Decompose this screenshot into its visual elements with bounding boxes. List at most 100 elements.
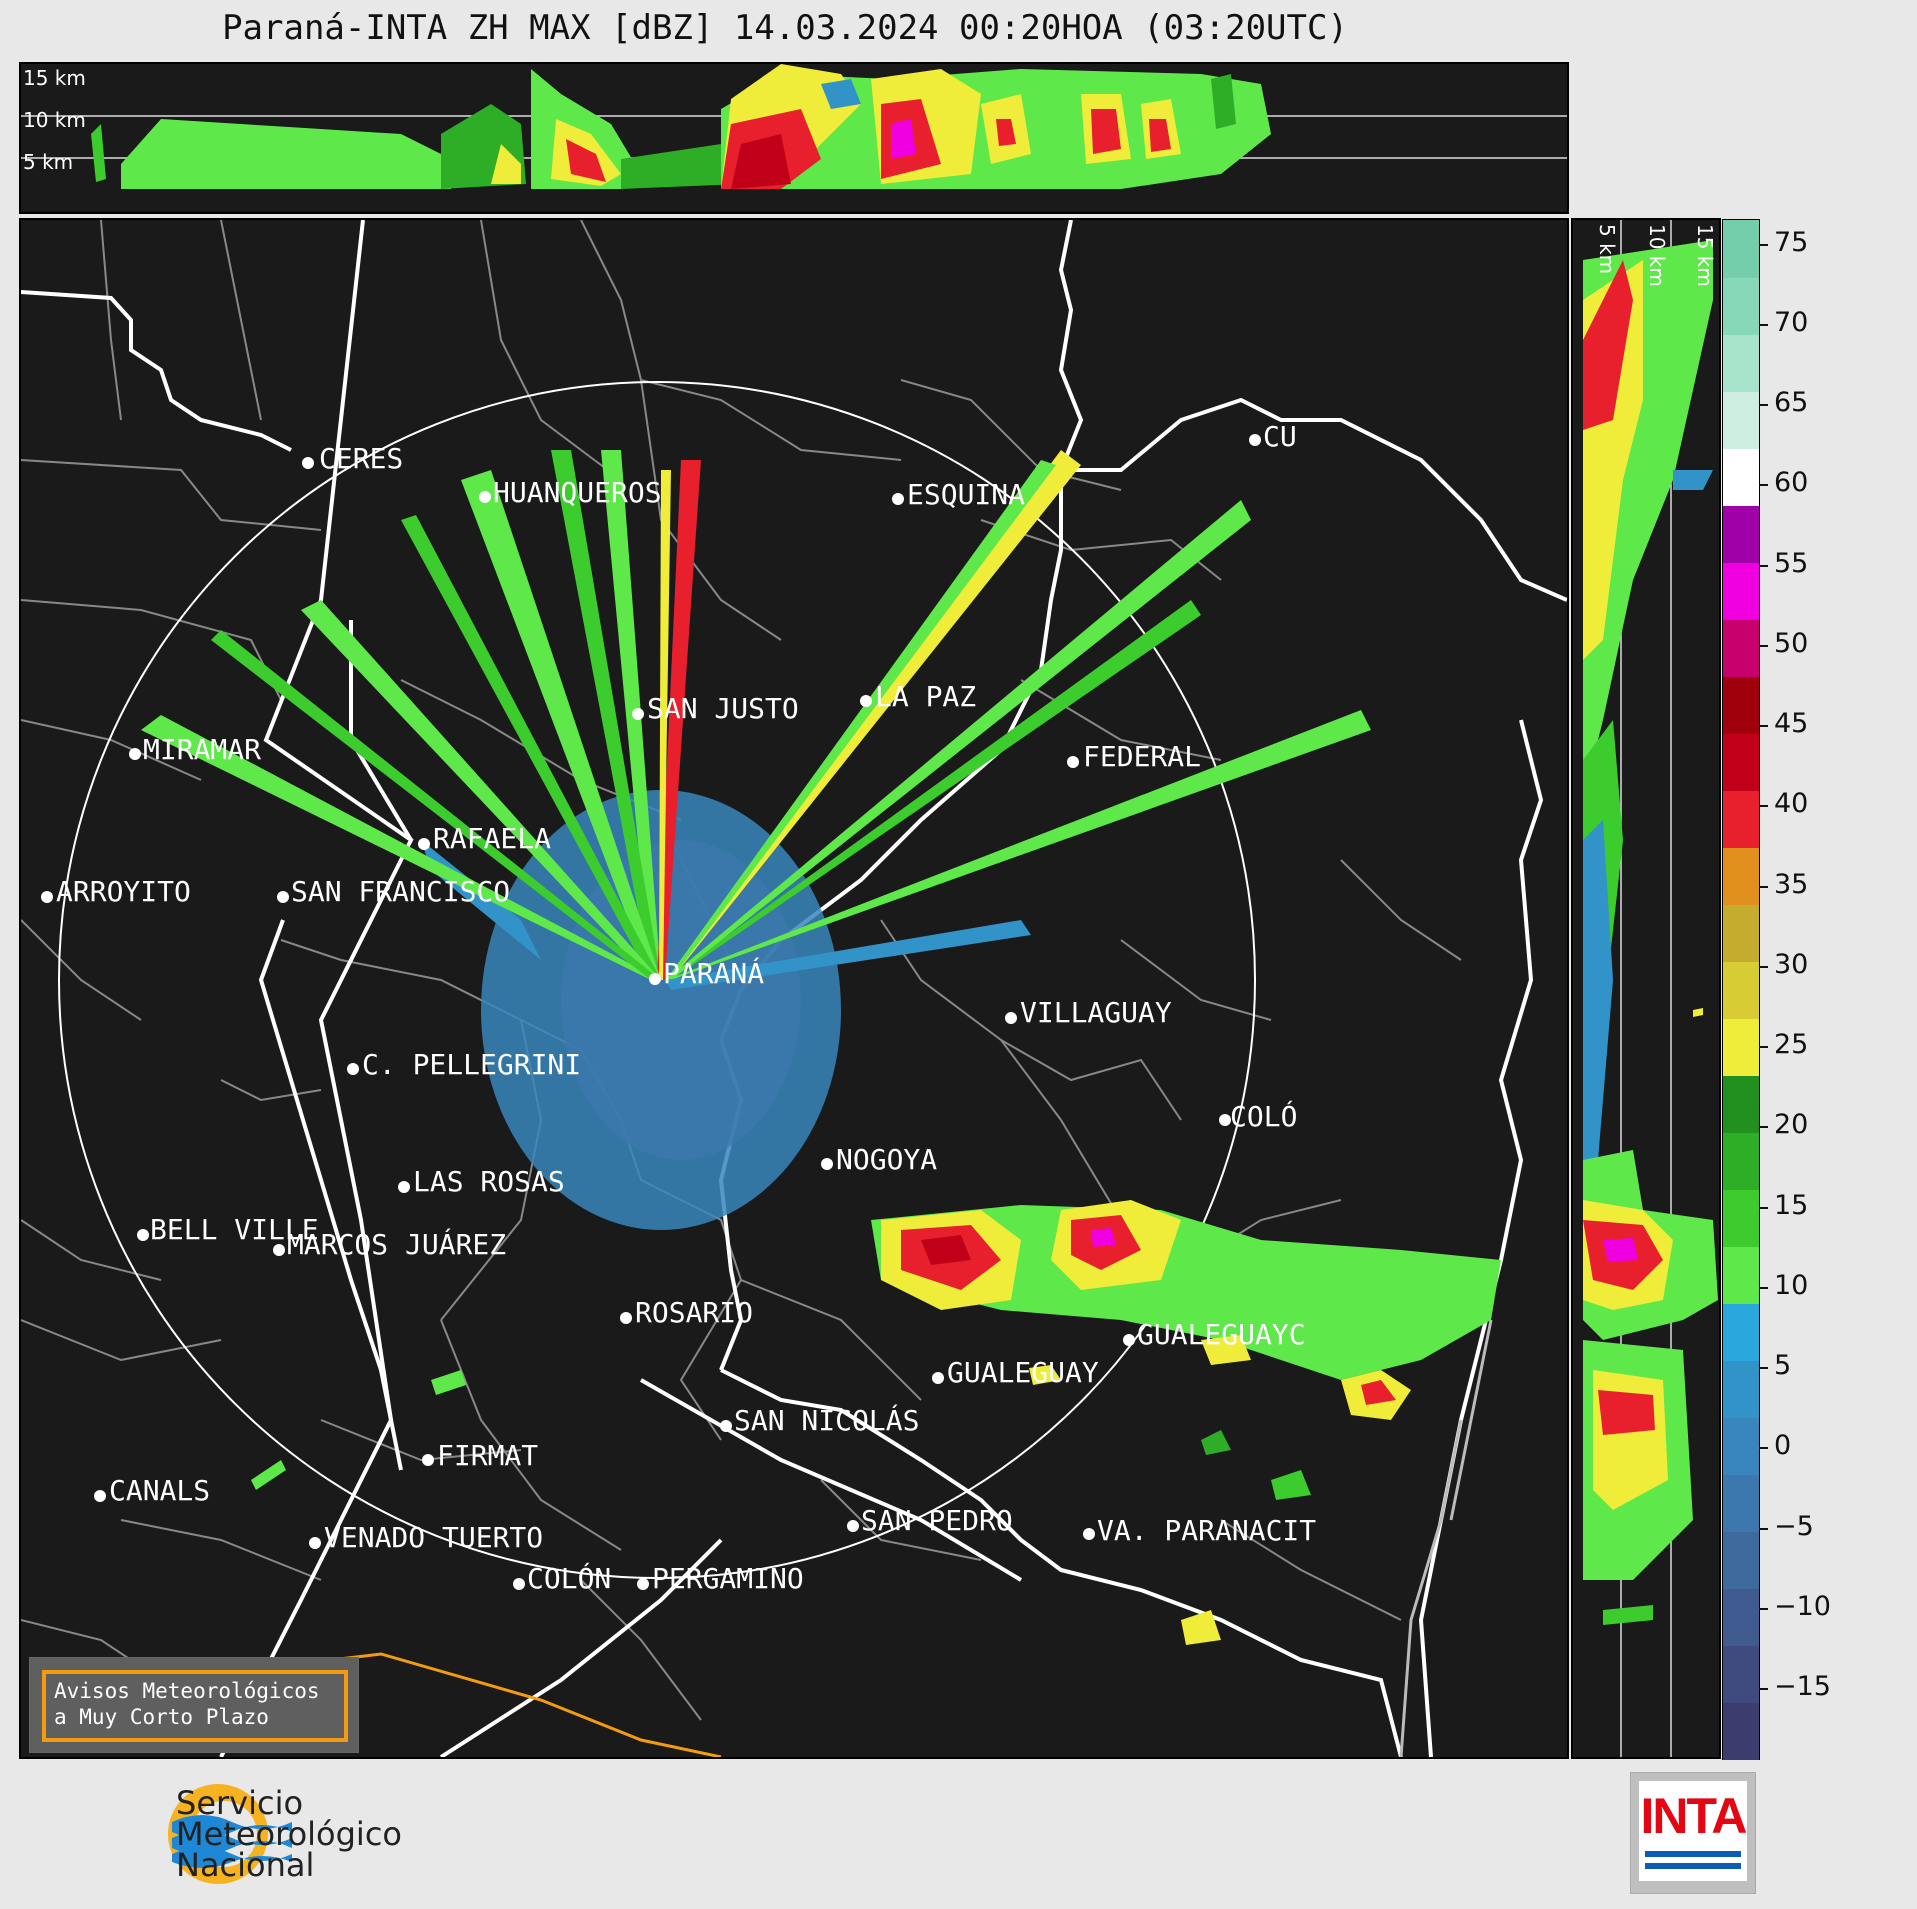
- top-height-label-10km: 10 km: [23, 108, 86, 132]
- colorbar-segment: [1723, 562, 1759, 620]
- colorbar-tick-label: 60: [1774, 467, 1809, 498]
- colorbar-tick: [1759, 1367, 1768, 1369]
- colorbar-tick: [1759, 484, 1768, 486]
- colorbar-tick-label: −5: [1774, 1511, 1814, 1542]
- city-dot: [277, 891, 289, 903]
- colorbar-tick-label: 30: [1774, 949, 1809, 980]
- city-dot: [1083, 1528, 1095, 1540]
- inta-logo: INTA: [1630, 1772, 1756, 1894]
- city-dot: [513, 1578, 525, 1590]
- top-height-label-5km: 5 km: [23, 150, 74, 174]
- city-label: RAFAELA: [433, 822, 551, 855]
- city-dot: [892, 493, 904, 505]
- city-dot: [847, 1520, 859, 1532]
- city-label: BELL VILLE: [150, 1213, 319, 1246]
- city-label: CU: [1263, 420, 1297, 453]
- city-dot: [1249, 434, 1261, 446]
- city-label: COLÓN: [527, 1561, 611, 1595]
- city-label: ESQUINA: [907, 478, 1025, 511]
- colorbar-segment: [1723, 448, 1759, 506]
- city-dot: [347, 1063, 359, 1075]
- city-dot: [129, 748, 141, 760]
- warning-legend-line2: a Muy Corto Plazo: [54, 1705, 269, 1729]
- city-label: MIRAMAR: [143, 733, 261, 766]
- city-label: LA PAZ: [875, 680, 976, 713]
- city-label: LAS ROSAS: [413, 1165, 565, 1198]
- city-label: SAN JUSTO: [647, 692, 799, 725]
- city-dot: [302, 457, 314, 469]
- city-dot: [94, 1490, 106, 1502]
- colorbar-tick: [1759, 1207, 1768, 1209]
- smn-logo-text: Servicio Meteorológico Nacional: [176, 1784, 402, 1881]
- colorbar-tick: [1759, 1126, 1768, 1128]
- colorbar-segment: [1723, 1189, 1759, 1247]
- colorbar-tick: [1759, 324, 1768, 326]
- city-dot: [422, 1454, 434, 1466]
- city-label: SAN FRANCISCO: [291, 875, 510, 908]
- city-label: VENADO TUERTO: [324, 1521, 543, 1554]
- city-dot: [632, 708, 644, 720]
- colorbar-tick: [1759, 805, 1768, 807]
- colorbar-segment: [1723, 733, 1759, 791]
- colorbar-segment: [1723, 220, 1759, 278]
- colorbar-segment: [1723, 1303, 1759, 1361]
- colorbar-tick-label: −10: [1774, 1591, 1831, 1622]
- warning-polygon: [330, 1652, 722, 1757]
- radar-echoes: [141, 450, 1501, 1645]
- top-cross-section-panel: 15 km 10 km 5 km: [19, 62, 1569, 214]
- top-echo-band: [91, 64, 1271, 189]
- city-label: HUANQUEROS: [493, 476, 662, 509]
- smn-logo-line2: Meteorológico: [176, 1815, 402, 1853]
- inta-logo-inner: INTA: [1639, 1781, 1747, 1881]
- colorbar-tick-label: 45: [1774, 708, 1809, 739]
- city-dot: [418, 838, 430, 850]
- colorbar-tick-label: 70: [1774, 307, 1809, 338]
- radar-map: CERES HUANQUEROS ESQUINA CU SAN JUSTO LA PAZ M…: [21, 220, 1567, 1757]
- city-dot: [479, 491, 491, 503]
- city-label: VILLAGUAY: [1020, 996, 1172, 1029]
- colorbar-tick: [1759, 1608, 1768, 1610]
- colorbar-segment: [1723, 961, 1759, 1019]
- city-dot: [309, 1537, 321, 1549]
- city-dot: [620, 1312, 632, 1324]
- colorbar-tick: [1759, 244, 1768, 246]
- colorbar-segment: [1723, 1702, 1759, 1760]
- inta-logo-stripe: [1645, 1863, 1741, 1869]
- colorbar-segment: [1723, 1246, 1759, 1304]
- city-dot: [932, 1372, 944, 1384]
- colorbar-segment: [1723, 505, 1759, 563]
- colorbar-segment: [1723, 1417, 1759, 1475]
- side-height-label-5km: 5 km: [1595, 224, 1619, 275]
- colorbar-segment: [1723, 1474, 1759, 1532]
- smn-logo: [168, 1784, 292, 1884]
- colorbar-segment: [1723, 334, 1759, 392]
- side-height-label-15km: 15 km: [1693, 224, 1717, 287]
- city-label: MARCOS JUÁREZ: [287, 1227, 506, 1261]
- city-dot: [137, 1229, 149, 1241]
- inta-logo-stripe: [1645, 1851, 1741, 1857]
- colorbar-segment: [1723, 1018, 1759, 1076]
- colorbar-tick: [1759, 1046, 1768, 1048]
- radar-map-panel[interactable]: CERES HUANQUEROS ESQUINA CU SAN JUSTO LA PAZ M…: [19, 218, 1569, 1759]
- colorbar-tick-label: 55: [1774, 548, 1809, 579]
- colorbar-segment: [1723, 1360, 1759, 1418]
- colorbar-segment: [1723, 1645, 1759, 1703]
- city-dot: [1219, 1114, 1231, 1126]
- colorbar-tick: [1759, 645, 1768, 647]
- inta-logo-word: INTA: [1640, 1788, 1748, 1844]
- city-label: SAN PEDRO: [861, 1504, 1013, 1537]
- city-label: PERGAMINO: [652, 1562, 804, 1595]
- colorbar-tick-label: 15: [1774, 1190, 1809, 1221]
- colorbar-tick: [1759, 725, 1768, 727]
- colorbar-segment: [1723, 676, 1759, 734]
- colorbar-segment: [1723, 277, 1759, 335]
- city-dot: [821, 1158, 833, 1170]
- colorbar-tick-label: 35: [1774, 869, 1809, 900]
- smn-logo-line1: Servicio: [176, 1784, 304, 1822]
- city-label: VA. PARANACIT: [1097, 1514, 1316, 1547]
- city-dot: [1123, 1334, 1135, 1346]
- colorbar-tick-label: 50: [1774, 628, 1809, 659]
- reflectivity-colorbar: [1722, 219, 1760, 1760]
- city-label: NOGOYA: [836, 1143, 937, 1176]
- city-dot: [273, 1244, 285, 1256]
